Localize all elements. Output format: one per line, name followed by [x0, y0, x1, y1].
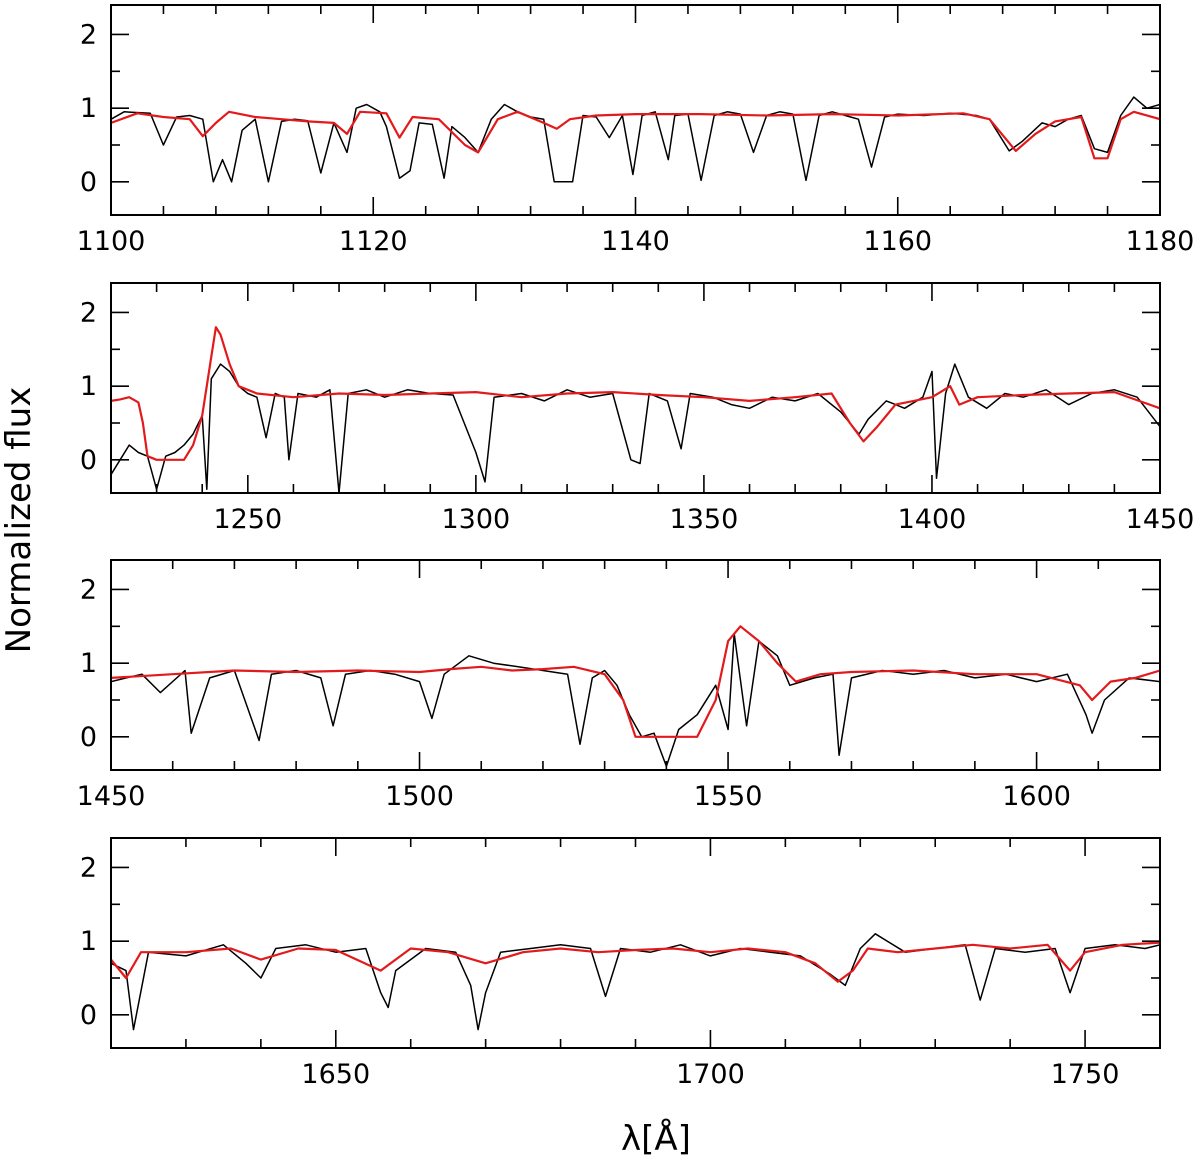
x-tick-label: 1100	[77, 226, 146, 257]
x-tick-label: 1250	[213, 504, 282, 535]
y-tick-label: 2	[80, 297, 97, 328]
panel-frame	[110, 282, 1161, 494]
model-spectrum-line	[111, 941, 1160, 983]
x-tick-label: 1450	[77, 781, 146, 812]
x-tick-label: 1120	[339, 226, 408, 257]
x-tick-label: 1140	[601, 226, 670, 257]
model-spectrum-line	[111, 625, 1160, 738]
y-tick-label: 0	[80, 1000, 97, 1031]
y-tick-label: 1	[80, 926, 97, 957]
observed-spectrum-line	[111, 632, 1160, 768]
x-tick-label: 1160	[863, 226, 932, 257]
x-tick-label: 1650	[301, 1059, 370, 1090]
panel-1: 1100 1120 1140 1160 1180 0 1 2	[77, 4, 1195, 257]
panel-4: 1650 1700 1750 0 1 2	[80, 837, 1161, 1090]
model-spectrum-line	[111, 326, 1160, 461]
y-tick-label: 1	[80, 648, 97, 679]
x-tick-label: 1400	[898, 504, 967, 535]
y-axis-title: Normalized flux	[0, 387, 39, 654]
y-tick-label: 1	[80, 93, 97, 124]
y-tick-label: 2	[80, 19, 97, 50]
x-tick-label: 1550	[694, 781, 763, 812]
x-tick-label: 1180	[1126, 226, 1195, 257]
panel-frame	[110, 559, 1161, 771]
y-tick-label: 0	[80, 167, 97, 198]
x-tick-label: 1450	[1126, 504, 1195, 535]
x-tick-label: 1600	[1002, 781, 1071, 812]
y-tick-label: 1	[80, 371, 97, 402]
y-tick-label: 0	[80, 445, 97, 476]
x-tick-label: 1750	[1051, 1059, 1120, 1090]
y-tick-label: 2	[80, 574, 97, 605]
panel-3: 1450 1500 1550 1600 0 1 2	[77, 559, 1161, 812]
x-tick-label: 1350	[670, 504, 739, 535]
x-axis-title: λ[Å]	[621, 1118, 691, 1159]
observed-spectrum-line	[111, 96, 1160, 183]
panel-2: 1250 1300 1350 1400 1450 0 1 2	[80, 282, 1195, 535]
panel-frame	[110, 837, 1161, 1049]
y-tick-label: 2	[80, 852, 97, 883]
observed-spectrum-line	[111, 363, 1160, 493]
panel-frame	[110, 4, 1161, 216]
observed-spectrum-line	[111, 933, 1160, 1031]
x-tick-label: 1300	[442, 504, 511, 535]
x-tick-label: 1700	[676, 1059, 745, 1090]
x-tick-label: 1500	[385, 781, 454, 812]
model-spectrum-line	[111, 110, 1160, 160]
y-tick-label: 0	[80, 722, 97, 753]
